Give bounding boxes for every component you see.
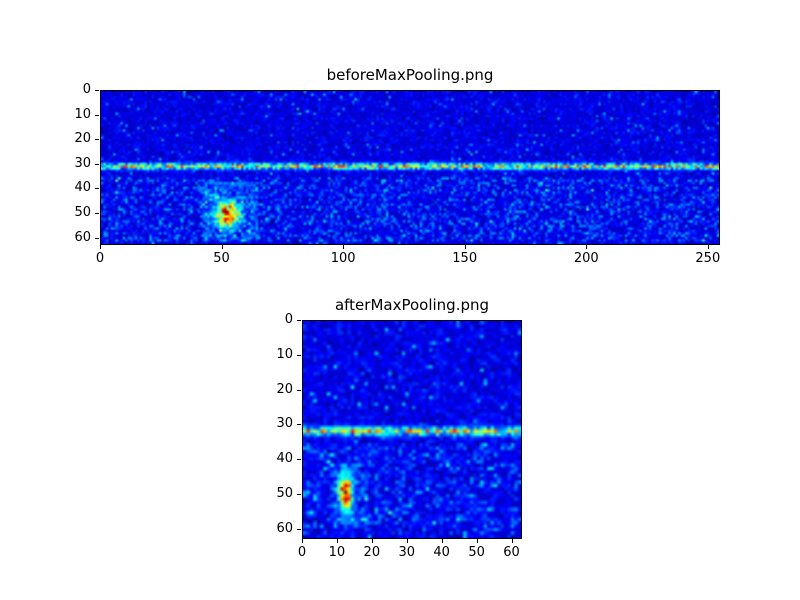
x-tick-mark	[707, 245, 709, 249]
x-tick-label: 200	[573, 251, 599, 266]
y-tick-label: 10	[276, 346, 293, 362]
y-tick-mark	[297, 389, 301, 391]
y-tick-label: 30	[74, 155, 91, 171]
x-tick-mark	[406, 539, 408, 543]
x-tick-label: 40	[433, 545, 450, 560]
y-tick-mark	[95, 139, 99, 141]
y-tick-mark	[95, 163, 99, 165]
y-tick-label: 60	[74, 229, 91, 245]
y-tick-mark	[297, 528, 301, 530]
y-tick-label: 60	[276, 520, 293, 536]
y-tick-label: 20	[276, 381, 293, 397]
x-tick-mark	[221, 245, 223, 249]
y-tick-mark	[297, 493, 301, 495]
y-tick-label: 30	[276, 416, 293, 432]
x-tick-mark	[511, 539, 513, 543]
x-tick-label: 100	[330, 251, 356, 266]
x-tick-label: 50	[213, 251, 230, 266]
y-tick-label: 50	[74, 205, 91, 221]
x-tick-mark	[441, 539, 443, 543]
x-tick-label: 50	[468, 545, 485, 560]
x-tick-label: 60	[503, 545, 520, 560]
x-tick-label: 0	[95, 251, 105, 266]
y-tick-label: 10	[74, 106, 91, 122]
y-tick-mark	[95, 213, 99, 215]
x-tick-mark	[343, 245, 345, 249]
x-tick-mark	[586, 245, 588, 249]
y-tick-mark	[95, 237, 99, 239]
y-tick-label: 0	[284, 312, 293, 327]
y-tick-mark	[297, 424, 301, 426]
x-tick-label: 20	[363, 545, 381, 560]
x-tick-mark	[371, 539, 373, 543]
chart-title-after: afterMaxPooling.png	[334, 296, 490, 314]
x-tick-mark	[100, 245, 101, 249]
x-tick-label: 150	[452, 251, 478, 266]
x-tick-mark	[336, 539, 338, 543]
heatmap-after-maxpooling	[302, 320, 522, 539]
x-tick-mark	[476, 539, 478, 543]
y-tick-mark	[95, 90, 99, 91]
y-tick-label: 40	[276, 451, 293, 467]
x-tick-mark	[464, 245, 466, 249]
x-tick-label: 250	[695, 251, 721, 266]
y-tick-mark	[95, 114, 99, 116]
y-tick-mark	[95, 188, 99, 190]
y-tick-label: 40	[74, 180, 91, 196]
y-tick-mark	[297, 320, 301, 321]
heatmap-before-maxpooling	[100, 90, 720, 245]
x-tick-label: 30	[398, 545, 416, 560]
y-tick-label: 20	[74, 131, 91, 147]
x-tick-label: 10	[328, 545, 346, 560]
x-tick-mark	[302, 539, 303, 543]
chart-title-before: beforeMaxPooling.png	[326, 66, 494, 84]
y-tick-label: 0	[82, 82, 91, 97]
y-tick-label: 50	[276, 485, 293, 501]
y-tick-mark	[297, 459, 301, 461]
x-tick-label: 0	[297, 545, 307, 560]
y-tick-mark	[297, 354, 301, 356]
